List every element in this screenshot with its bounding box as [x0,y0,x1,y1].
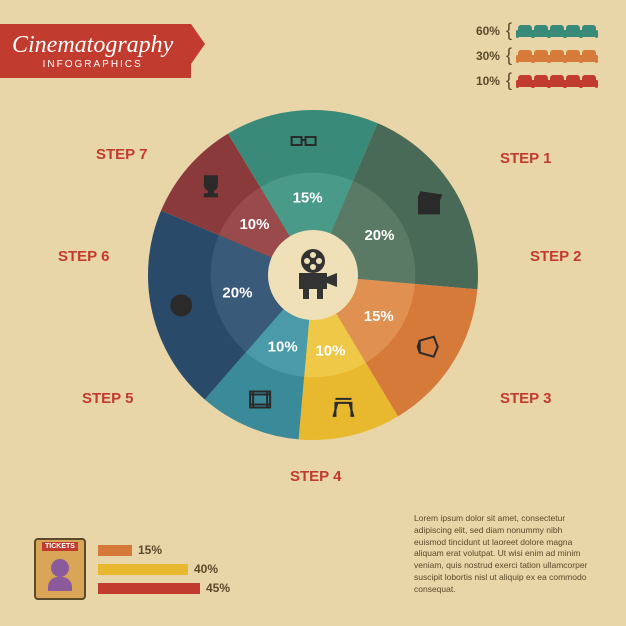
step-label: STEP 7 [96,146,147,163]
step-label: STEP 3 [500,390,551,407]
title-sub: INFOGRAPHICS [12,59,173,70]
seat-icon [518,50,532,62]
seat-icon [518,75,532,87]
step-label: STEP 6 [58,248,109,265]
seat-icon [518,25,532,37]
trophy-icon [205,176,217,196]
slice-pct: 20% [222,284,252,301]
seat-pct: 60% [466,24,500,38]
reel-icon [171,295,191,315]
ticket-bar-pct: 40% [194,562,218,576]
seat-icon [566,50,580,62]
seat-icon [534,25,548,37]
seat-pct: 10% [466,74,500,88]
ticket-bar [98,583,200,594]
step-label: STEP 4 [290,468,341,485]
slice-pct: 15% [364,308,394,325]
seat-icon [534,50,548,62]
clapper-icon [419,192,441,213]
slice-pct: 10% [239,216,269,233]
step-label: STEP 1 [500,150,551,167]
seat-icon [566,25,580,37]
slice-pct: 10% [268,338,298,355]
seat-icon [582,25,596,37]
lorem-text: Lorem ipsum dolor sit amet, consectetur … [414,513,594,596]
pie-chart: 20% 15% 10% 10% 20% 10% 15% [148,110,478,440]
seat-legend: 60%{30%{10%{ [466,20,596,95]
seat-icon [566,75,580,87]
ticket-bar [98,564,188,575]
seat-icon [582,75,596,87]
ticket-sign: TICKETS [42,542,78,551]
seat-icon [582,50,596,62]
ticket-bar-pct: 45% [206,581,230,595]
title-main: Cinematography [12,32,173,58]
slice-pct: 20% [364,227,394,244]
title-ribbon: Cinematography INFOGRAPHICS [0,24,191,78]
slice-pct: 10% [315,343,345,360]
seat-icon [534,75,548,87]
seat-pct: 30% [466,49,500,63]
seat-icon [550,25,564,37]
seat-icon [550,75,564,87]
slice-pct: 15% [293,190,323,207]
seat-icon [550,50,564,62]
ticket-section: TICKETS 15% 40% 45% [34,538,230,600]
ticket-booth-icon: TICKETS [34,538,86,600]
ticket-bars: 15% 40% 45% [98,543,230,595]
ticket-bar [98,545,132,556]
step-label: STEP 2 [530,248,581,265]
ticket-bar-pct: 15% [138,543,162,557]
step-label: STEP 5 [82,390,133,407]
